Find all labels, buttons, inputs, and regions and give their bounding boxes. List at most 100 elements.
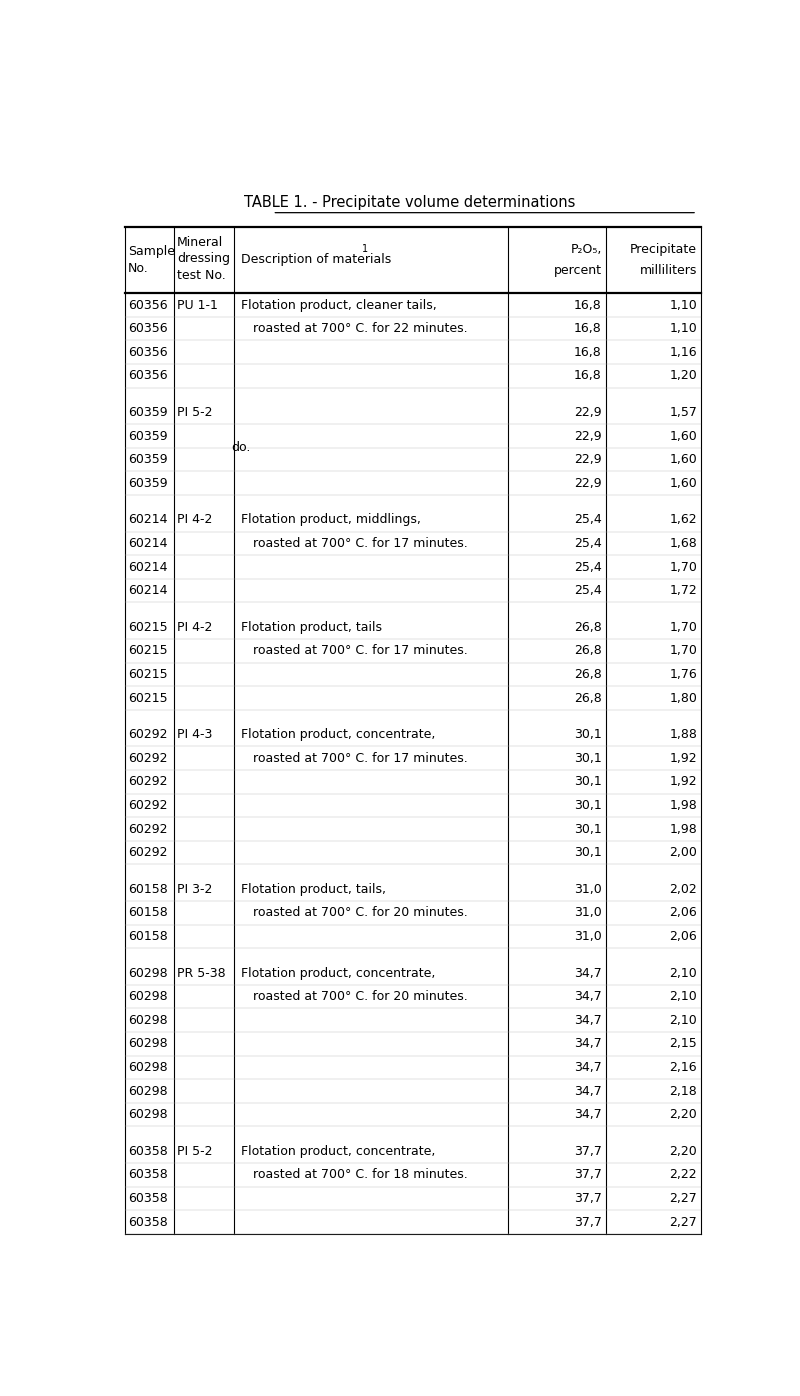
Text: 37,7: 37,7 xyxy=(574,1216,602,1228)
Text: 26,8: 26,8 xyxy=(574,667,602,681)
Text: 34,7: 34,7 xyxy=(574,1013,602,1026)
Text: 16,8: 16,8 xyxy=(574,346,602,359)
Text: 1,60: 1,60 xyxy=(670,430,697,443)
Text: 2,20: 2,20 xyxy=(670,1145,697,1157)
Text: 60215: 60215 xyxy=(128,645,167,658)
Text: Flotation product, tails,: Flotation product, tails, xyxy=(241,882,386,896)
Text: 2,10: 2,10 xyxy=(670,966,697,980)
Text: 1,98: 1,98 xyxy=(670,822,697,836)
Text: 1,60: 1,60 xyxy=(670,454,697,466)
Text: roasted at 700° C. for 20 minutes.: roasted at 700° C. for 20 minutes. xyxy=(241,990,467,1004)
Text: 34,7: 34,7 xyxy=(574,1061,602,1074)
Text: TABLE 1. - Precipitate volume determinations: TABLE 1. - Precipitate volume determinat… xyxy=(244,195,576,211)
Text: 60158: 60158 xyxy=(128,882,168,896)
Text: 1,10: 1,10 xyxy=(670,299,697,311)
Text: PR 5-38: PR 5-38 xyxy=(177,966,226,980)
Text: 60292: 60292 xyxy=(128,799,167,812)
Text: Flotation product, concentrate,: Flotation product, concentrate, xyxy=(241,1145,435,1157)
Text: 30,1: 30,1 xyxy=(574,752,602,765)
Text: do.: do. xyxy=(231,441,250,454)
Text: 60158: 60158 xyxy=(128,930,168,942)
Text: 1,70: 1,70 xyxy=(669,621,697,634)
Text: 2,27: 2,27 xyxy=(670,1192,697,1205)
Text: 1,20: 1,20 xyxy=(670,370,697,383)
Text: 1,76: 1,76 xyxy=(670,667,697,681)
Text: PI 4-2: PI 4-2 xyxy=(177,514,212,526)
Text: 2,20: 2,20 xyxy=(670,1108,697,1121)
Text: 60359: 60359 xyxy=(128,454,167,466)
Text: 60298: 60298 xyxy=(128,1013,167,1026)
Text: 2,16: 2,16 xyxy=(670,1061,697,1074)
Text: 30,1: 30,1 xyxy=(574,846,602,859)
Text: 34,7: 34,7 xyxy=(574,1085,602,1097)
Text: 2,00: 2,00 xyxy=(669,846,697,859)
Text: 25,4: 25,4 xyxy=(574,561,602,574)
Text: 22,9: 22,9 xyxy=(574,477,602,490)
Text: No.: No. xyxy=(128,262,149,275)
Text: 1,68: 1,68 xyxy=(670,537,697,550)
Text: 2,27: 2,27 xyxy=(670,1216,697,1228)
Text: 1,80: 1,80 xyxy=(669,691,697,705)
Text: roasted at 700° C. for 17 minutes.: roasted at 700° C. for 17 minutes. xyxy=(241,645,467,658)
Text: Flotation product, tails: Flotation product, tails xyxy=(241,621,382,634)
Text: 26,8: 26,8 xyxy=(574,621,602,634)
Text: 60292: 60292 xyxy=(128,822,167,836)
Text: 2,22: 2,22 xyxy=(670,1168,697,1181)
Text: 1,98: 1,98 xyxy=(670,799,697,812)
Text: 25,4: 25,4 xyxy=(574,537,602,550)
Text: 60358: 60358 xyxy=(128,1145,168,1157)
Text: 1,92: 1,92 xyxy=(670,775,697,789)
Text: 60214: 60214 xyxy=(128,561,167,574)
Text: 60356: 60356 xyxy=(128,370,167,383)
Text: 60298: 60298 xyxy=(128,1085,167,1097)
Text: roasted at 700° C. for 18 minutes.: roasted at 700° C. for 18 minutes. xyxy=(241,1168,467,1181)
Text: 60298: 60298 xyxy=(128,1108,167,1121)
Text: 1,16: 1,16 xyxy=(670,346,697,359)
Text: 34,7: 34,7 xyxy=(574,1037,602,1050)
Text: 2,10: 2,10 xyxy=(670,990,697,1004)
Text: 60292: 60292 xyxy=(128,752,167,765)
Text: 1,70: 1,70 xyxy=(669,561,697,574)
Text: Flotation product, cleaner tails,: Flotation product, cleaner tails, xyxy=(241,299,436,311)
Text: 34,7: 34,7 xyxy=(574,1108,602,1121)
Text: 2,06: 2,06 xyxy=(670,930,697,942)
Text: roasted at 700° C. for 22 minutes.: roasted at 700° C. for 22 minutes. xyxy=(241,322,467,335)
Text: 60215: 60215 xyxy=(128,667,167,681)
Text: 60359: 60359 xyxy=(128,477,167,490)
Text: 2,15: 2,15 xyxy=(670,1037,697,1050)
Text: 60298: 60298 xyxy=(128,1037,167,1050)
Text: 1,60: 1,60 xyxy=(670,477,697,490)
Text: 60298: 60298 xyxy=(128,990,167,1004)
Text: 22,9: 22,9 xyxy=(574,430,602,443)
Text: Description of materials: Description of materials xyxy=(241,254,391,267)
Text: 1,72: 1,72 xyxy=(670,584,697,597)
Text: 1,92: 1,92 xyxy=(670,752,697,765)
Text: 25,4: 25,4 xyxy=(574,584,602,597)
Text: 31,0: 31,0 xyxy=(574,906,602,920)
Text: 60292: 60292 xyxy=(128,775,167,789)
Text: P₂O₅,: P₂O₅, xyxy=(570,243,602,255)
Text: 30,1: 30,1 xyxy=(574,775,602,789)
Text: 2,10: 2,10 xyxy=(670,1013,697,1026)
Text: Sample: Sample xyxy=(128,244,175,258)
Text: 1,62: 1,62 xyxy=(670,514,697,526)
Text: 22,9: 22,9 xyxy=(574,454,602,466)
Text: 25,4: 25,4 xyxy=(574,514,602,526)
Text: test No.: test No. xyxy=(177,268,226,282)
Text: Precipitate: Precipitate xyxy=(630,243,697,255)
Text: Mineral: Mineral xyxy=(177,236,223,250)
Text: 1,88: 1,88 xyxy=(669,729,697,741)
Text: 30,1: 30,1 xyxy=(574,729,602,741)
Text: roasted at 700° C. for 20 minutes.: roasted at 700° C. for 20 minutes. xyxy=(241,906,467,920)
Text: 60214: 60214 xyxy=(128,514,167,526)
Text: 31,0: 31,0 xyxy=(574,930,602,942)
Text: Flotation product, middlings,: Flotation product, middlings, xyxy=(241,514,421,526)
Text: 16,8: 16,8 xyxy=(574,322,602,335)
Text: PI 5-2: PI 5-2 xyxy=(177,406,213,419)
Text: PI 4-2: PI 4-2 xyxy=(177,621,212,634)
Text: 1,70: 1,70 xyxy=(669,645,697,658)
Text: 22,9: 22,9 xyxy=(574,406,602,419)
Text: Flotation product, concentrate,: Flotation product, concentrate, xyxy=(241,729,435,741)
Text: 16,8: 16,8 xyxy=(574,370,602,383)
Text: 60359: 60359 xyxy=(128,430,167,443)
